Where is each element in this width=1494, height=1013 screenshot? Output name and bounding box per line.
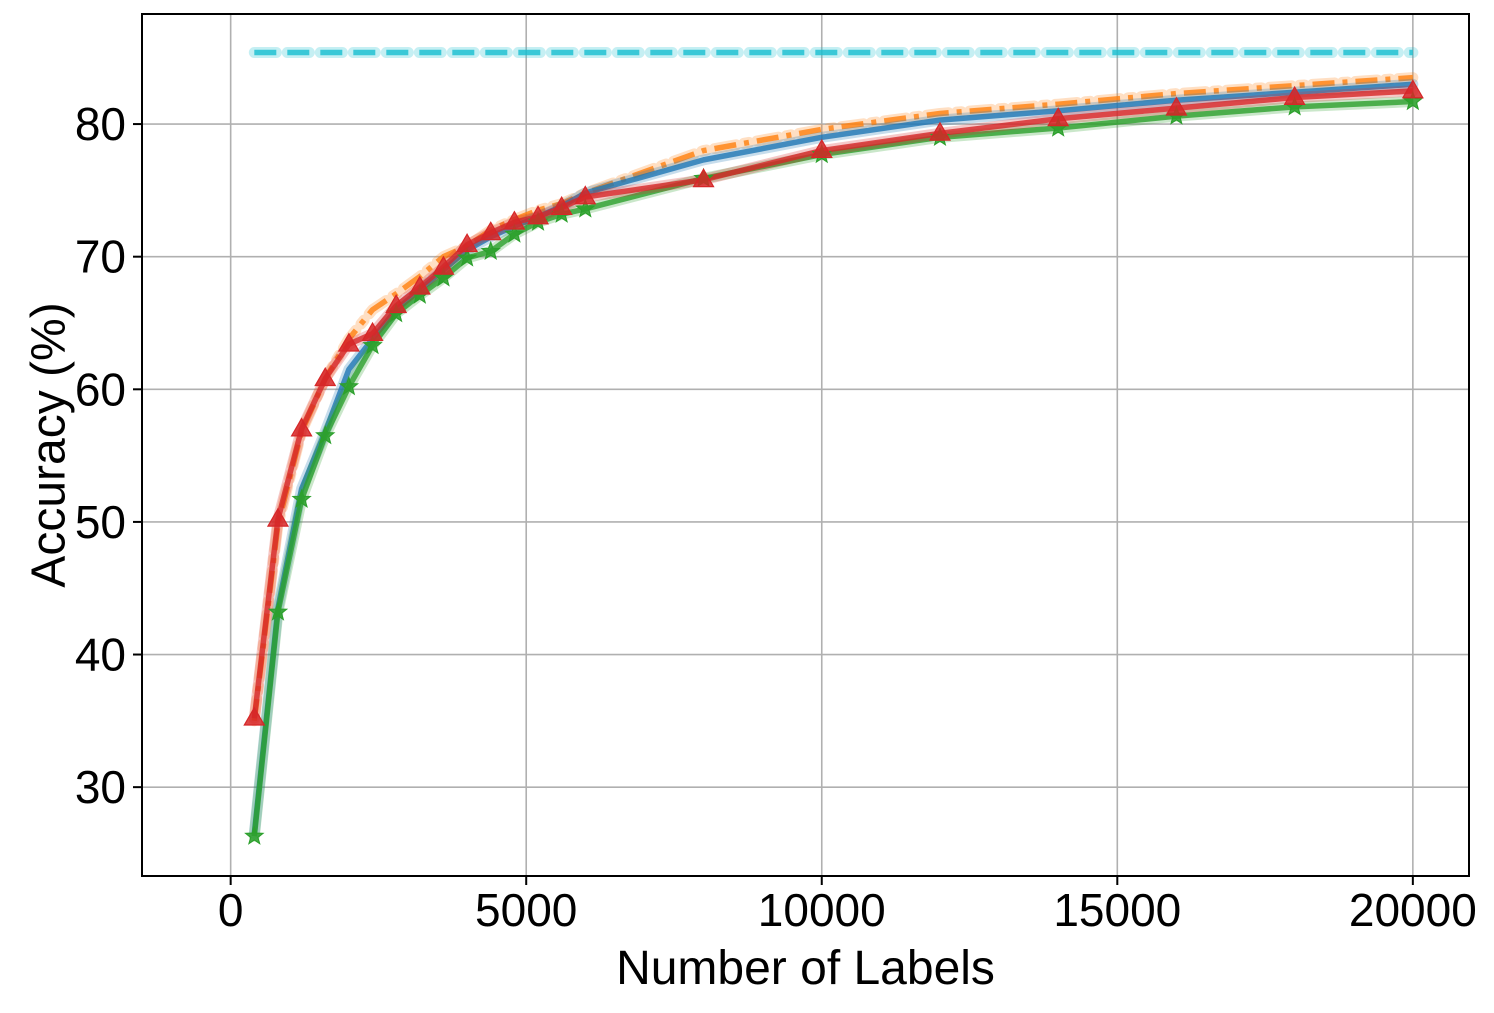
y-tick-label: 70 bbox=[75, 231, 126, 283]
data-point-triangle bbox=[385, 294, 408, 314]
data-point-triangle bbox=[266, 507, 289, 527]
data-point-star bbox=[1402, 90, 1424, 111]
data-point-triangle bbox=[526, 205, 550, 225]
series-line-1 bbox=[251, 74, 1414, 722]
data-point-star bbox=[244, 825, 265, 845]
data-point-triangle bbox=[692, 168, 715, 188]
data-point-triangle bbox=[1165, 96, 1188, 116]
data-point-triangle bbox=[456, 233, 479, 253]
data-point-triangle bbox=[243, 706, 266, 726]
x-tick-label: 20000 bbox=[1349, 884, 1477, 936]
data-point-star bbox=[433, 267, 454, 287]
series-line-2 bbox=[251, 81, 1414, 834]
data-point-triangle bbox=[337, 332, 360, 352]
data-point-triangle bbox=[314, 366, 337, 387]
series-band bbox=[248, 72, 1419, 727]
series-markers bbox=[243, 79, 1424, 845]
data-point-triangle bbox=[1283, 85, 1306, 105]
data-point-star bbox=[504, 223, 525, 243]
data-point-triangle bbox=[361, 321, 384, 342]
data-point-star bbox=[362, 334, 383, 355]
data-point-star bbox=[338, 375, 360, 396]
data-point-triangle bbox=[550, 195, 573, 216]
y-tick-label: 60 bbox=[75, 363, 126, 415]
x-tick-label: 10000 bbox=[758, 884, 886, 936]
data-point-triangle bbox=[290, 417, 313, 437]
data-point-triangle bbox=[408, 275, 431, 295]
data-point-triangle bbox=[1047, 107, 1070, 127]
series-band bbox=[248, 78, 1419, 840]
data-point-triangle bbox=[574, 185, 597, 205]
y-tick-label: 50 bbox=[75, 496, 126, 548]
data-point-triangle bbox=[479, 221, 502, 241]
data-point-star bbox=[267, 601, 289, 621]
data-point-star bbox=[456, 247, 478, 267]
plot-frame bbox=[141, 13, 1470, 877]
axis-ticks: 0 5000 10000 15000 20000 30 40 50 60 70 80 bbox=[75, 98, 1477, 936]
data-point-star bbox=[480, 240, 501, 261]
series-band bbox=[248, 85, 1419, 724]
x-axis-label: Number of Labels bbox=[616, 942, 995, 995]
series-lines bbox=[248, 46, 1419, 842]
data-point-triangle bbox=[1401, 79, 1424, 99]
data-point-star bbox=[291, 488, 312, 509]
x-tick-label: 15000 bbox=[1053, 884, 1181, 936]
data-point-triangle bbox=[810, 138, 833, 159]
y-tick-label: 80 bbox=[75, 98, 126, 150]
y-tick-label: 40 bbox=[75, 629, 126, 681]
series-band bbox=[248, 96, 1419, 842]
y-axis-label: Accuracy (%) bbox=[23, 302, 76, 587]
x-tick-label: 5000 bbox=[475, 884, 577, 936]
data-point-triangle bbox=[432, 255, 455, 275]
data-point-star bbox=[575, 198, 596, 218]
data-point-star bbox=[315, 425, 336, 445]
data-point-triangle bbox=[503, 210, 526, 230]
y-tick-label: 30 bbox=[75, 761, 126, 813]
data-point-triangle bbox=[928, 121, 952, 141]
series-line-3 bbox=[251, 98, 1413, 837]
series-line-4 bbox=[251, 88, 1414, 719]
x-tick-label: 0 bbox=[218, 884, 244, 936]
